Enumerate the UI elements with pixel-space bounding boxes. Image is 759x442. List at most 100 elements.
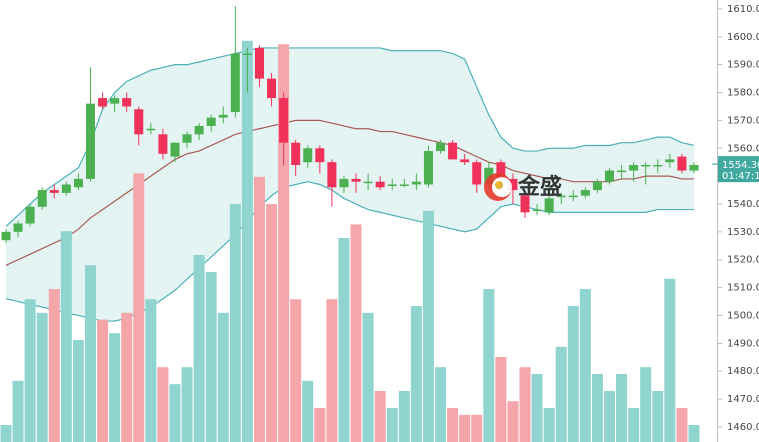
candle-body [110, 98, 120, 104]
candle-body [496, 162, 506, 179]
volume-bar [72, 340, 84, 442]
volume-bar [169, 384, 181, 442]
candle-body [689, 164, 699, 171]
candle-body [448, 142, 458, 160]
volume-bar [133, 173, 145, 442]
volume-bar [374, 391, 386, 442]
candle-body [339, 178, 349, 188]
y-tick-label: 1520.00 [727, 255, 759, 266]
volume-bar [229, 204, 241, 442]
y-tick-label: 1480.00 [727, 366, 759, 377]
volume-bar [567, 306, 579, 442]
candle-layer [1, 6, 699, 244]
candle-body [653, 164, 663, 167]
bollinger-bands [5, 47, 695, 322]
candle-body [677, 156, 687, 171]
volume-bar [640, 367, 652, 442]
volume-bar [0, 425, 12, 442]
candle-body [158, 134, 168, 154]
candle-body [194, 125, 204, 135]
candle-body [617, 170, 627, 173]
volume-bar [302, 380, 314, 442]
volume-bar [217, 312, 229, 442]
candle-body [267, 78, 277, 99]
candle-body [520, 195, 530, 213]
candle-body [423, 151, 433, 185]
candle-body [556, 195, 566, 198]
candle-body [592, 181, 602, 191]
candle-body [315, 148, 325, 163]
volume-bar [157, 367, 169, 442]
candle-body [363, 181, 373, 184]
y-tick-label: 1510.00 [727, 283, 759, 294]
volume-bar [688, 425, 700, 442]
band-line [5, 181, 694, 322]
volume-bar [326, 299, 338, 442]
volume-bar [519, 367, 531, 442]
volume-bar [12, 380, 24, 442]
candle-body [508, 178, 518, 191]
candle-body [230, 53, 240, 113]
price-tag-box [718, 156, 759, 183]
candle-body [351, 178, 361, 182]
y-tick-label: 1570.00 [727, 115, 759, 126]
watermark-logo-dot [495, 181, 503, 189]
band-fill [6, 47, 694, 322]
candle-body [303, 148, 313, 163]
band-line [5, 47, 695, 227]
volume-bar [652, 391, 664, 442]
y-tick-label: 1610.00 [727, 4, 759, 15]
candle-body [122, 98, 132, 107]
volume-bar [181, 367, 193, 442]
candle-body [544, 198, 554, 213]
y-tick-label: 1500.00 [727, 310, 759, 321]
volume-bar [543, 408, 555, 442]
y-tick-label: 1580.00 [727, 88, 759, 99]
candle-body [49, 190, 59, 193]
price-tag-label: 1554.30 [722, 160, 759, 171]
volume-bar [350, 224, 362, 442]
candle-body [1, 231, 11, 241]
candle-body [436, 142, 446, 152]
candle-body [98, 98, 108, 107]
volume-bar [241, 40, 253, 442]
candle-body [37, 190, 47, 207]
volume-bar [495, 357, 507, 442]
candle-body [146, 128, 156, 131]
y-tick-label: 1530.00 [727, 227, 759, 238]
candle-body [218, 114, 228, 118]
candle-body [134, 109, 144, 135]
volume-bar [410, 306, 422, 442]
y-tick-label: 1600.00 [727, 32, 759, 43]
volume-bar [531, 374, 543, 442]
candle-body [61, 184, 71, 193]
candle-body [484, 167, 494, 185]
candle-body [665, 159, 675, 163]
volume-bar [84, 265, 96, 442]
volume-bar [253, 176, 265, 442]
y-tick-label: 1490.00 [727, 338, 759, 349]
candle-body [279, 98, 289, 143]
candle-body [291, 142, 301, 165]
band-line [5, 119, 694, 266]
candle-body [13, 223, 23, 232]
volume-bar [507, 401, 519, 442]
y-tick-label: 1590.00 [727, 60, 759, 71]
volume-bar [109, 333, 121, 442]
candle-body [85, 103, 95, 179]
candle-body [73, 178, 83, 188]
candle-body [254, 47, 264, 79]
volume-bar [205, 272, 217, 442]
candle-body [375, 181, 385, 188]
candle-body [629, 164, 639, 171]
candle-body [460, 159, 470, 163]
volume-bar [398, 391, 410, 442]
y-tick-label: 1540.00 [727, 199, 759, 210]
volume-bar [591, 374, 603, 442]
y-tick-label: 1470.00 [727, 394, 759, 405]
candle-body [568, 195, 578, 198]
y-tick-label: 1560.00 [727, 143, 759, 154]
volume-bar [362, 312, 374, 442]
candle-body [182, 134, 192, 143]
